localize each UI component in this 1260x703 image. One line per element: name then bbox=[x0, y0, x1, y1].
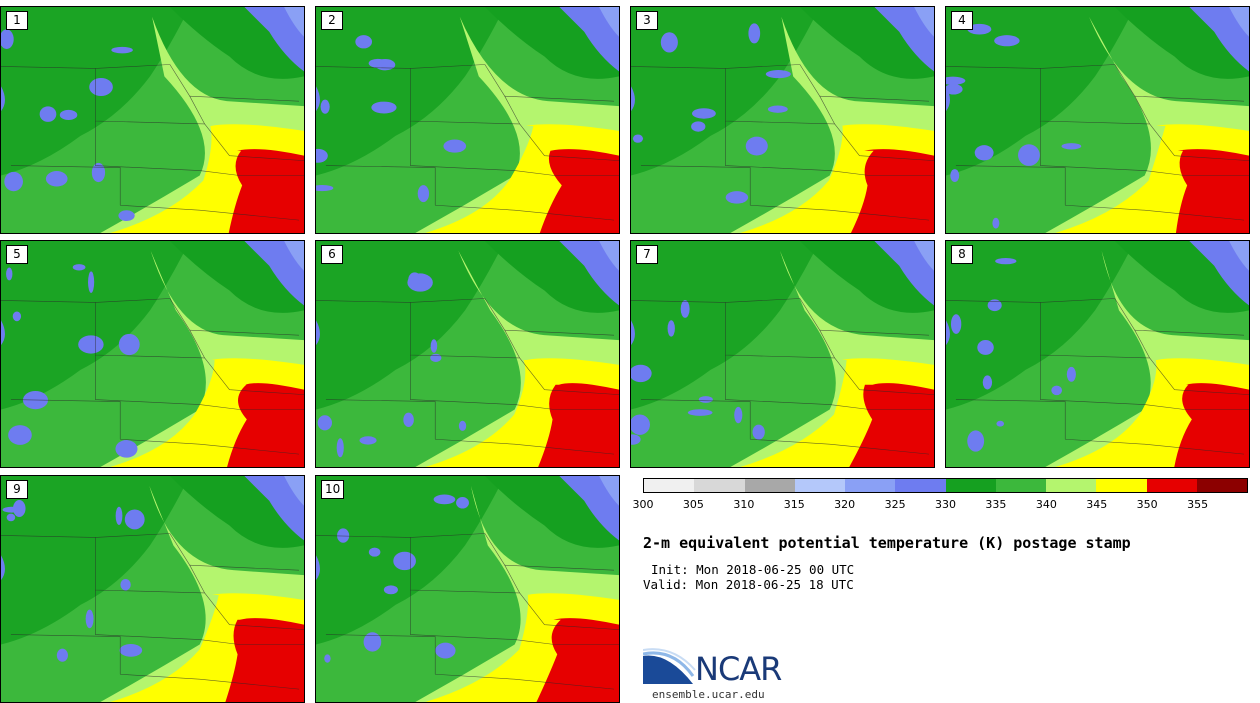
member-panel-8: 8 bbox=[945, 240, 1250, 468]
member-panel-1: 1 bbox=[0, 6, 305, 234]
colorbar-tick-label: 330 bbox=[935, 498, 956, 511]
colorbar-segment bbox=[1096, 479, 1147, 492]
panel-number-label: 10 bbox=[321, 480, 345, 499]
member-panel-4: 4 bbox=[945, 6, 1250, 234]
panel-number-label: 6 bbox=[321, 245, 343, 264]
colorbar-segment bbox=[794, 479, 845, 492]
colorbar-tick-label: 320 bbox=[834, 498, 856, 511]
member-panel-5: 5 bbox=[0, 240, 305, 468]
colorbar-segment bbox=[644, 479, 695, 492]
member-panel-7: 7 bbox=[630, 240, 935, 468]
colorbar-tick-label: 310 bbox=[733, 498, 755, 511]
member-panel-9: 9 bbox=[0, 475, 305, 703]
colorbar-segment bbox=[1046, 479, 1097, 492]
init-time: Init: Mon 2018-06-25 00 UTC bbox=[651, 562, 855, 577]
member-panel-6: 6 bbox=[315, 240, 620, 468]
member-panel-10: 10 bbox=[315, 475, 620, 703]
colorbar-tick-label: 305 bbox=[682, 498, 704, 511]
colorbar-segment bbox=[1146, 479, 1197, 492]
panel-number-label: 1 bbox=[6, 11, 28, 30]
panel-number-label: 2 bbox=[321, 11, 343, 30]
panel-number-label: 5 bbox=[6, 245, 28, 264]
colorbar-tick-label: 300 bbox=[632, 498, 654, 511]
colorbar-tick-label: 315 bbox=[783, 498, 805, 511]
colorbar-segment bbox=[945, 479, 996, 492]
valid-time: Valid: Mon 2018-06-25 18 UTC bbox=[643, 577, 854, 592]
colorbar-segment bbox=[694, 479, 745, 492]
colorbar-tick-label: 345 bbox=[1086, 498, 1108, 511]
colorbar-segment bbox=[744, 479, 795, 492]
member-panel-3: 3 bbox=[630, 6, 935, 234]
logo-text: NCAR bbox=[695, 650, 782, 688]
panel-number-label: 4 bbox=[951, 11, 973, 30]
panel-number-label: 3 bbox=[636, 11, 658, 30]
colorbar-segment bbox=[895, 479, 946, 492]
panel-number-label: 7 bbox=[636, 245, 658, 264]
panel-number-label: 8 bbox=[951, 245, 973, 264]
logo-url: ensemble.ucar.edu bbox=[652, 688, 765, 701]
ncar-logo-icon bbox=[643, 648, 696, 684]
colorbar-segment bbox=[845, 479, 896, 492]
colorbar-tick-label: 325 bbox=[884, 498, 906, 511]
plot-title: 2-m equivalent potential temperature (K)… bbox=[643, 534, 1131, 552]
colorbar-tick-label: 335 bbox=[985, 498, 1007, 511]
colorbar-segment bbox=[1196, 479, 1247, 492]
member-panel-2: 2 bbox=[315, 6, 620, 234]
colorbar-segment bbox=[995, 479, 1046, 492]
colorbar-tick-label: 350 bbox=[1136, 498, 1158, 511]
colorbar bbox=[643, 478, 1248, 493]
colorbar-tick-label: 340 bbox=[1035, 498, 1057, 511]
colorbar-tick-label: 355 bbox=[1187, 498, 1209, 511]
panel-number-label: 9 bbox=[6, 480, 28, 499]
